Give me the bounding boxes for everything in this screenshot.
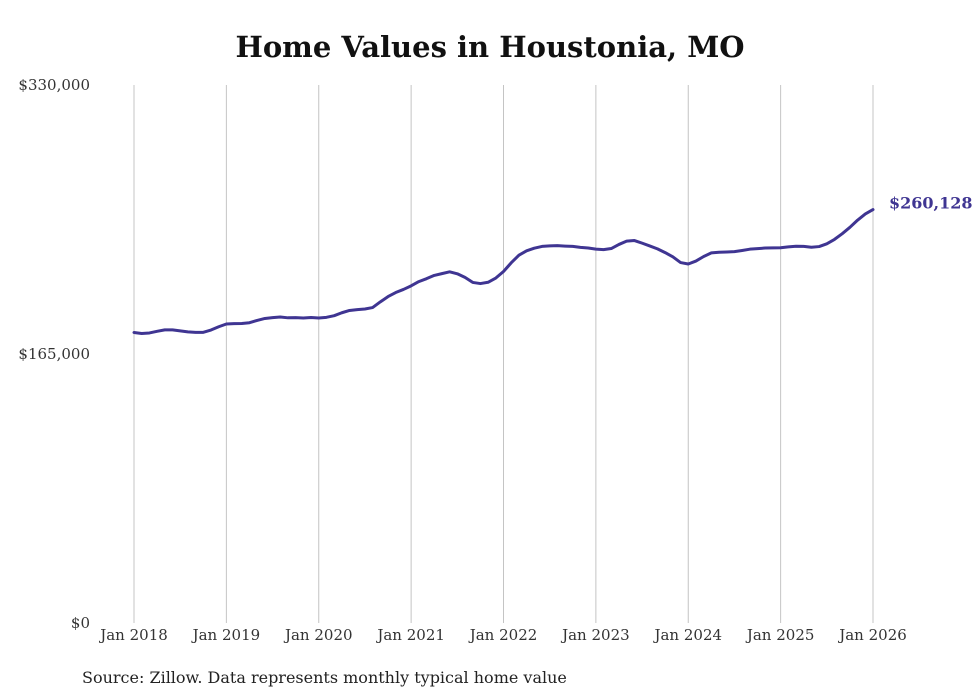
x-axis-ticks: Jan 2018 Jan 2019 Jan 2020 Jan 2021 Jan 2022… (98, 626, 907, 644)
x-tick-label: Jan 2023 (560, 626, 630, 644)
x-tick-label: Jan 2022 (468, 626, 538, 644)
y-tick-label: $165,000 (18, 345, 90, 363)
x-tick-label: Jan 2021 (375, 626, 445, 644)
chart-title: Home Values in Houstonia, MO (235, 30, 745, 64)
x-tick-label: Jan 2024 (652, 626, 722, 644)
x-tick-label: Jan 2019 (191, 626, 261, 644)
x-tick-label: Jan 2020 (283, 626, 353, 644)
home-value-line (132, 208, 875, 335)
y-axis-ticks: $0 $165,000 $330,000 (18, 76, 90, 632)
source-note: Source: Zillow. Data represents monthly … (82, 668, 567, 687)
y-tick-label: $0 (71, 614, 90, 632)
x-tick-label: Jan 2026 (837, 626, 907, 644)
x-tick-label: Jan 2025 (745, 626, 815, 644)
x-tick-label: Jan 2018 (98, 626, 168, 644)
grid-lines (133, 85, 874, 623)
y-tick-label: $330,000 (18, 76, 90, 94)
end-value-label: $260,128 (889, 194, 973, 213)
